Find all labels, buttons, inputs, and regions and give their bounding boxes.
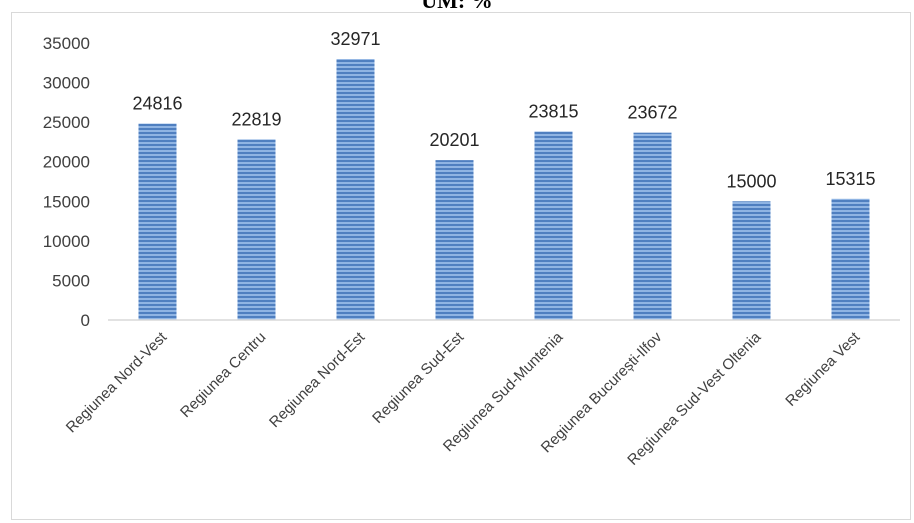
bar: [336, 59, 375, 321]
chart-frame: [11, 12, 911, 520]
bar: [633, 132, 672, 320]
category-label: Regiunea Sud-Est: [369, 328, 468, 427]
bar: [237, 139, 276, 320]
data-label: 20201: [429, 130, 479, 150]
category-label: Regiunea Nord-Est: [266, 328, 369, 431]
data-label: 23672: [627, 103, 677, 123]
y-tick-label: 0: [81, 311, 90, 330]
category-label: Regiunea Vest: [782, 328, 864, 410]
category-label: Regiunea Centru: [177, 329, 269, 421]
data-label: 22819: [231, 109, 281, 129]
data-label: 15000: [726, 171, 776, 191]
y-tick-label: 20000: [43, 153, 90, 172]
bar: [534, 131, 573, 320]
bar: [732, 201, 771, 320]
y-tick-label: 5000: [52, 271, 90, 290]
y-tick-label: 25000: [43, 113, 90, 132]
data-label: 23815: [528, 102, 578, 122]
data-label: 15315: [825, 169, 875, 189]
bar: [138, 123, 177, 320]
y-tick-label: 15000: [43, 192, 90, 211]
bar: [435, 160, 474, 320]
category-label: Regiunea Nord-Vest: [63, 328, 171, 436]
data-label: 32971: [330, 29, 380, 49]
y-tick-label: 10000: [43, 232, 90, 251]
chart-title: UM: %: [421, 0, 493, 13]
data-label: 24816: [132, 94, 182, 114]
y-tick-label: 35000: [43, 34, 90, 53]
y-tick-label: 30000: [43, 74, 90, 93]
bar: [831, 198, 870, 320]
